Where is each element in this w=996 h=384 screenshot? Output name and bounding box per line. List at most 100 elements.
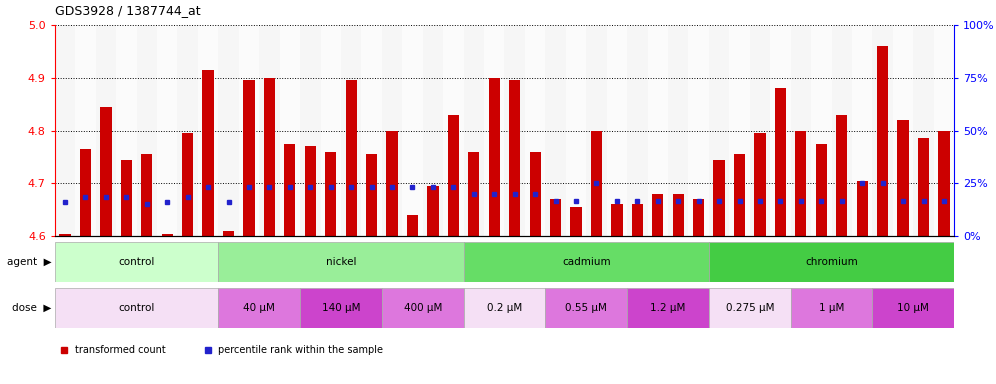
Bar xyxy=(612,204,622,236)
Text: 40 μM: 40 μM xyxy=(243,303,275,313)
Text: chromium: chromium xyxy=(805,257,858,267)
Bar xyxy=(587,25,607,236)
Text: nickel: nickel xyxy=(326,257,357,267)
Bar xyxy=(892,25,913,236)
Bar xyxy=(157,25,177,236)
Bar xyxy=(381,288,463,328)
Bar xyxy=(652,194,663,236)
Bar xyxy=(341,25,362,236)
Bar xyxy=(202,70,214,236)
Text: percentile rank within the sample: percentile rank within the sample xyxy=(218,345,383,355)
Bar xyxy=(463,288,546,328)
Text: cadmium: cadmium xyxy=(562,257,611,267)
Bar xyxy=(346,80,357,236)
Bar xyxy=(264,78,275,236)
Bar xyxy=(877,46,888,236)
Bar xyxy=(509,80,520,236)
Text: 0.275 μM: 0.275 μM xyxy=(725,303,774,313)
Bar xyxy=(672,194,684,236)
Bar xyxy=(729,25,750,236)
Bar xyxy=(631,204,643,236)
Bar xyxy=(141,154,152,236)
Bar xyxy=(872,25,892,236)
Bar xyxy=(218,288,300,328)
Bar xyxy=(381,25,402,236)
Bar xyxy=(198,25,218,236)
Bar xyxy=(101,107,112,236)
Text: 10 μM: 10 μM xyxy=(897,303,929,313)
Bar xyxy=(239,25,259,236)
Bar xyxy=(121,160,131,236)
Text: dose  ▶: dose ▶ xyxy=(12,303,52,313)
Bar xyxy=(325,152,337,236)
Bar xyxy=(795,131,807,236)
Bar xyxy=(734,154,745,236)
Bar xyxy=(607,25,627,236)
Bar xyxy=(530,152,541,236)
Text: 1.2 μM: 1.2 μM xyxy=(650,303,685,313)
Bar xyxy=(76,25,96,236)
Bar xyxy=(117,25,136,236)
Text: control: control xyxy=(119,303,154,313)
Bar xyxy=(223,231,234,236)
Bar xyxy=(386,131,397,236)
Bar xyxy=(832,25,852,236)
Bar xyxy=(136,25,157,236)
Bar xyxy=(280,25,300,236)
Bar xyxy=(362,25,381,236)
Bar xyxy=(468,152,479,236)
Bar xyxy=(218,242,463,282)
Bar xyxy=(713,160,725,236)
Bar xyxy=(933,25,954,236)
Bar xyxy=(872,288,954,328)
Bar xyxy=(550,199,561,236)
Bar xyxy=(321,25,341,236)
Bar xyxy=(897,120,908,236)
Bar xyxy=(750,25,770,236)
Bar xyxy=(566,25,587,236)
Bar xyxy=(591,131,602,236)
Bar xyxy=(811,25,832,236)
Text: 400 μM: 400 μM xyxy=(403,303,442,313)
Bar xyxy=(525,25,546,236)
Bar xyxy=(938,131,949,236)
Bar xyxy=(96,25,117,236)
Bar xyxy=(407,215,418,236)
Bar xyxy=(709,242,954,282)
Text: 140 μM: 140 μM xyxy=(322,303,361,313)
Text: transformed count: transformed count xyxy=(75,345,165,355)
Bar xyxy=(55,242,218,282)
Bar xyxy=(857,181,868,236)
Bar xyxy=(402,25,422,236)
Bar xyxy=(366,154,377,236)
Bar xyxy=(852,25,872,236)
Bar xyxy=(80,149,91,236)
Bar xyxy=(571,207,582,236)
Bar xyxy=(259,25,280,236)
Bar xyxy=(546,288,627,328)
Bar xyxy=(448,115,459,236)
Bar xyxy=(709,25,729,236)
Bar xyxy=(218,25,239,236)
Text: GDS3928 / 1387744_at: GDS3928 / 1387744_at xyxy=(55,4,200,17)
Bar xyxy=(791,25,811,236)
Bar xyxy=(422,25,443,236)
Text: 0.55 μM: 0.55 μM xyxy=(566,303,608,313)
Bar xyxy=(627,288,709,328)
Bar xyxy=(775,88,786,236)
Bar xyxy=(182,133,193,236)
Bar xyxy=(668,25,688,236)
Bar xyxy=(177,25,198,236)
Text: 0.2 μM: 0.2 μM xyxy=(487,303,522,313)
Bar xyxy=(816,144,827,236)
Bar xyxy=(647,25,668,236)
Bar xyxy=(546,25,566,236)
Bar xyxy=(300,288,381,328)
Bar xyxy=(627,25,647,236)
Bar xyxy=(913,25,933,236)
Bar xyxy=(463,25,484,236)
Bar xyxy=(693,199,704,236)
Bar xyxy=(300,25,321,236)
Bar xyxy=(770,25,791,236)
Bar xyxy=(443,25,463,236)
